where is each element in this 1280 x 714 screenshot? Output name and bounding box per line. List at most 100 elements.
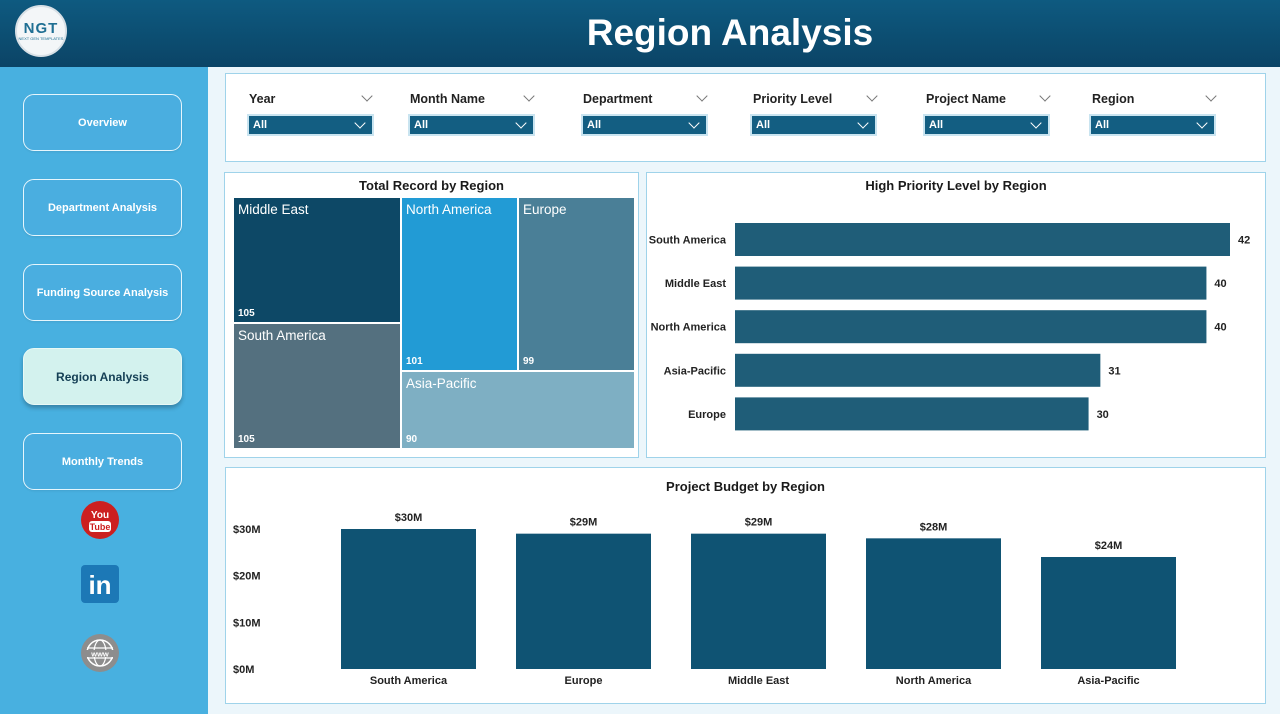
chevron-down-icon[interactable] [866, 90, 878, 102]
filter-month-label: Month Name [410, 92, 485, 106]
treemap-tile-north-america[interactable]: North America 101 [401, 197, 518, 371]
tile-label: Europe [523, 202, 567, 217]
data-label: $24M [1095, 540, 1123, 552]
bar-middle-east[interactable] [735, 266, 1207, 300]
x-tick-label: Asia-Pacific [1077, 675, 1139, 687]
treemap-tile-europe[interactable]: Europe 99 [518, 197, 635, 371]
youtube-icon-text-you: You [91, 510, 109, 521]
tile-value: 90 [406, 434, 418, 445]
filter-department-label: Department [583, 92, 653, 106]
sidebar: Overview Department Analysis Funding Sou… [0, 67, 208, 714]
tile-label: South America [238, 328, 326, 343]
bar-north-america[interactable] [735, 310, 1207, 344]
filter-month-value: All [414, 119, 429, 131]
filter-region-dropdown[interactable]: All [1089, 114, 1216, 136]
project-budget-panel: Project Budget by Region $0M $10M $20M $30M… [225, 467, 1266, 704]
data-label: $29M [745, 517, 773, 529]
x-tick-label: Europe [565, 675, 603, 687]
chevron-down-icon [688, 117, 700, 129]
filter-year-dropdown[interactable]: All [247, 114, 374, 136]
youtube-icon[interactable]: You Tube [80, 500, 120, 540]
tile-label: North America [406, 202, 492, 217]
filter-region-value: All [1095, 119, 1110, 131]
data-label: 40 [1214, 322, 1226, 334]
filter-month-dropdown[interactable]: All [408, 114, 535, 136]
data-label: 31 [1108, 365, 1120, 377]
chevron-down-icon [354, 117, 366, 129]
y-tick-label: $10M [233, 617, 261, 629]
treemap-tile-middle-east[interactable]: Middle East 105 [233, 197, 401, 323]
filter-project-value: All [929, 119, 944, 131]
bar-europe[interactable] [516, 533, 651, 669]
nav-department-analysis-button[interactable]: Department Analysis [23, 179, 182, 236]
chevron-down-icon [515, 117, 527, 129]
x-tick-label: Middle East [728, 675, 789, 687]
svg-text:www: www [90, 650, 109, 659]
chevron-down-icon[interactable] [1205, 90, 1217, 102]
x-tick-label: South America [370, 675, 448, 687]
y-tick-label: Europe [688, 409, 726, 421]
chevron-down-icon[interactable] [696, 90, 708, 102]
tile-label: Asia-Pacific [406, 376, 477, 391]
project-budget-chart: $0M $10M $20M $30M $30M South America $29M Euro… [233, 512, 1176, 687]
project-budget-title: Project Budget by Region [666, 479, 825, 494]
filter-department-value: All [587, 119, 602, 131]
treemap-tile-south-america[interactable]: South America 105 [233, 323, 401, 449]
chevron-down-icon [857, 117, 869, 129]
data-label: $28M [920, 521, 948, 533]
data-label: $29M [570, 517, 598, 529]
bar-asia-pacific[interactable] [735, 353, 1101, 387]
filter-priority-label: Priority Level [753, 92, 833, 106]
data-label: 30 [1097, 409, 1109, 421]
header-bar: NGT NEXT GEN TEMPLATES Region Analysis [0, 0, 1280, 67]
y-tick-label: $0M [233, 664, 254, 676]
chevron-down-icon[interactable] [361, 90, 373, 102]
y-tick-label: Asia-Pacific [664, 365, 726, 377]
website-icon[interactable]: www [80, 633, 120, 673]
filter-panel: Year All Month Name All Department All P… [225, 73, 1266, 162]
svg-text:in: in [88, 570, 111, 600]
chevron-down-icon[interactable] [1039, 90, 1051, 102]
data-label: 42 [1238, 235, 1250, 247]
tile-value: 101 [406, 356, 423, 367]
chevron-down-icon [1030, 117, 1042, 129]
filter-region-label: Region [1092, 92, 1135, 106]
data-label: $30M [395, 512, 423, 524]
treemap-panel: Total Record by Region Middle East 105 N… [224, 172, 639, 458]
tile-label: Middle East [238, 202, 309, 217]
company-logo[interactable]: NGT NEXT GEN TEMPLATES [15, 5, 67, 57]
data-label: 40 [1214, 278, 1226, 290]
x-tick-label: North America [896, 675, 972, 687]
filter-priority-value: All [756, 119, 771, 131]
nav-overview-button[interactable]: Overview [23, 94, 182, 151]
youtube-icon-text-tube: Tube [90, 522, 111, 532]
filter-department-dropdown[interactable]: All [581, 114, 708, 136]
bar-middle-east[interactable] [691, 533, 826, 669]
filter-year-value: All [253, 119, 268, 131]
chevron-down-icon [1196, 117, 1208, 129]
tile-value: 105 [238, 308, 255, 319]
filter-project-dropdown[interactable]: All [923, 114, 1050, 136]
y-tick-label: Middle East [665, 278, 726, 290]
treemap-title: Total Record by Region [359, 178, 504, 193]
filter-year-label: Year [249, 92, 276, 106]
bar-south-america[interactable] [735, 223, 1230, 256]
y-tick-label: $30M [233, 524, 261, 536]
nav-region-analysis-button[interactable]: Region Analysis [23, 348, 182, 405]
high-priority-chart: South America 42 Middle East 40 North Americ… [649, 223, 1250, 431]
bar-north-america[interactable] [866, 538, 1001, 669]
logo-subtext: NEXT GEN TEMPLATES [18, 36, 64, 41]
page-title: Region Analysis [586, 12, 874, 53]
nav-funding-source-analysis-button[interactable]: Funding Source Analysis [23, 264, 182, 321]
bar-south-america[interactable] [341, 529, 476, 669]
tile-value: 99 [523, 356, 535, 367]
bar-asia-pacific[interactable] [1041, 557, 1176, 669]
bar-europe[interactable] [735, 397, 1089, 431]
nav-monthly-trends-button[interactable]: Monthly Trends [23, 433, 182, 490]
treemap-tile-asia-pacific[interactable]: Asia-Pacific 90 [401, 371, 635, 449]
chevron-down-icon[interactable] [523, 90, 535, 102]
filter-priority-dropdown[interactable]: All [750, 114, 877, 136]
linkedin-icon[interactable]: in [80, 564, 120, 604]
y-tick-label: $20M [233, 571, 261, 583]
y-tick-label: North America [651, 322, 727, 334]
